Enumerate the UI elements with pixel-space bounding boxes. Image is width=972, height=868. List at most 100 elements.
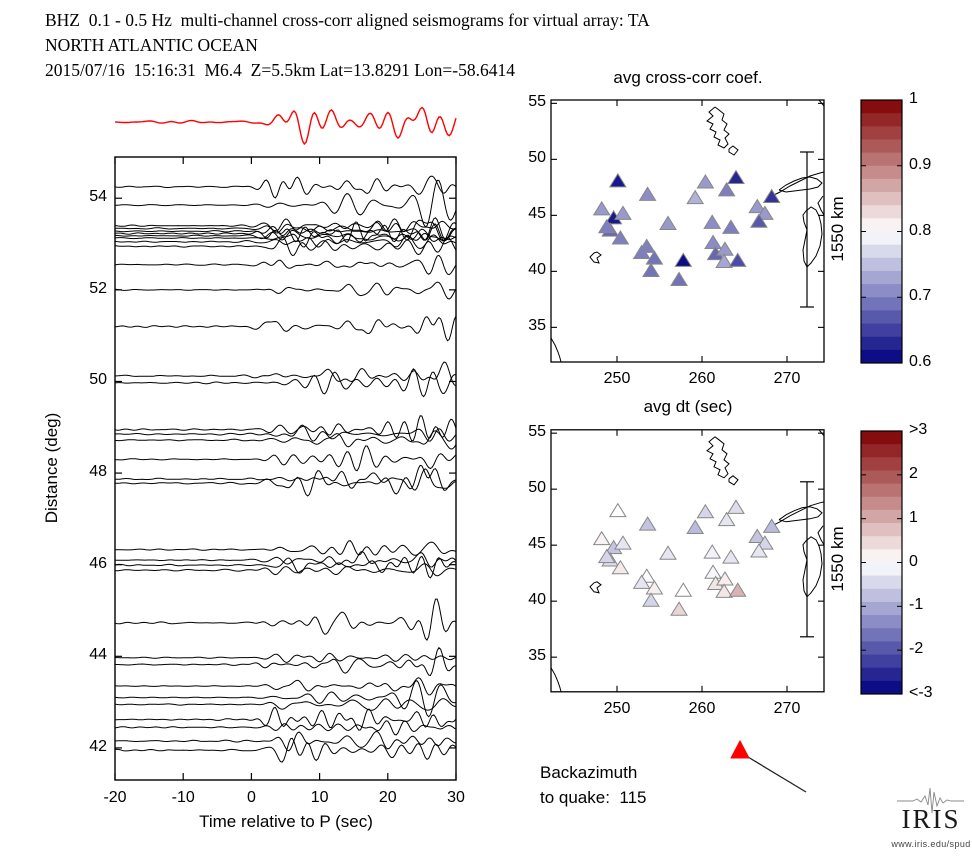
- coastline-path: [551, 667, 562, 692]
- map-y-tick-label: 45: [528, 535, 546, 553]
- station-triangle: [704, 234, 722, 249]
- colorbar-tick-label: 0: [909, 552, 918, 570]
- station-triangle: [717, 511, 736, 527]
- station-triangle: [638, 186, 657, 201]
- scalebar: [800, 481, 814, 638]
- coastline-path: [706, 106, 730, 149]
- station-triangle: [645, 580, 664, 595]
- station-triangle: [597, 548, 616, 564]
- station-triangle: [703, 214, 722, 229]
- map-top: [550, 99, 825, 363]
- station-triangle: [611, 559, 630, 575]
- seismogram-x-tick-label: 30: [447, 789, 465, 806]
- colorbar-tick-label: <-3: [909, 684, 933, 701]
- station-markers: [592, 169, 781, 286]
- seismogram-y-tick-label: 54: [89, 188, 107, 206]
- seismogram-trace: [114, 231, 457, 248]
- station-triangle: [608, 502, 627, 518]
- map-y-tick-label: 55: [528, 423, 546, 441]
- station-triangle: [659, 545, 677, 560]
- station-triangle: [645, 250, 664, 265]
- seismogram-trace: [114, 424, 457, 442]
- coastline-path: [728, 145, 739, 156]
- coastline-path: [769, 171, 824, 198]
- stack-trace: [115, 106, 457, 146]
- coastlines: [551, 100, 824, 362]
- station-triangle: [748, 198, 767, 214]
- station-triangle: [611, 230, 630, 245]
- map-x-tick-label: 260: [688, 699, 716, 717]
- colorbar-tick-label: 1: [909, 90, 918, 107]
- station-triangle: [715, 253, 733, 269]
- seismogram-trace: [114, 281, 457, 300]
- map-x-tick-label: 250: [603, 370, 631, 387]
- station-triangle: [696, 174, 715, 189]
- seismogram-trace: [114, 464, 457, 491]
- seismogram-trace: [114, 361, 457, 387]
- seismogram-trace: [114, 550, 457, 568]
- map-y-tick-label: 35: [528, 647, 546, 665]
- station-triangle: [756, 535, 774, 550]
- seismogram-panel: [114, 106, 457, 781]
- station-triangle: [670, 601, 688, 616]
- seismogram-y-tick-label: 52: [89, 279, 107, 297]
- station-triangle: [756, 205, 774, 220]
- seismogram-trace: [114, 368, 457, 398]
- station-triangle: [642, 262, 660, 277]
- station-triangle: [638, 516, 657, 531]
- seismogram-trace: [114, 219, 457, 242]
- backazimuth-label-line2: to quake: 115: [540, 788, 647, 807]
- iris-logo-url: www.iris.edu/spud: [891, 839, 971, 849]
- seismogram-x-tick-label: -20: [103, 789, 127, 806]
- seismogram-trace: [114, 430, 457, 450]
- map-y-tick-label: 50: [528, 479, 546, 497]
- map-x-tick-label: 270: [773, 370, 801, 387]
- seismogram-trace: [115, 468, 457, 497]
- station-triangle: [614, 205, 632, 220]
- seismogram-trace: [114, 679, 457, 718]
- coastline-path: [589, 581, 602, 594]
- station-triangle: [686, 189, 705, 205]
- map-y-tick-label: 40: [528, 591, 546, 609]
- coastline-path: [778, 176, 823, 193]
- coastline-path: [778, 506, 823, 523]
- map-bottom: [550, 429, 825, 693]
- seismogram-x-tick-label: -10: [171, 789, 195, 806]
- station-triangle: [674, 582, 693, 597]
- station-triangle: [704, 564, 722, 579]
- backazimuth-marker: [730, 739, 807, 793]
- seismogram-y-tick-label: 48: [89, 463, 107, 481]
- seismogram-y-tick-label: 46: [89, 554, 107, 572]
- seismogram-trace: [114, 217, 457, 241]
- map-top-colorbar: [860, 99, 903, 364]
- colorbar-tick-label: 0.7: [909, 287, 932, 305]
- station-triangle: [727, 169, 745, 185]
- station-triangle: [592, 200, 611, 216]
- colorbar-tick-label: -2: [909, 640, 924, 658]
- coastline-path: [817, 525, 824, 546]
- map-top-scalebar-label: 1550 km: [828, 196, 848, 262]
- station-triangle: [686, 519, 705, 534]
- coastline-path: [551, 337, 562, 362]
- seismogram-x-tick-label: 20: [378, 789, 397, 806]
- scalebar: [800, 151, 814, 308]
- coastline-path: [817, 195, 824, 216]
- map-axis-ticks: [551, 100, 824, 362]
- colorbar-tick-label: -1: [909, 596, 924, 614]
- map-axis-ticks: [551, 429, 824, 692]
- title-line-3: 2015/07/16 15:16:31 M6.4 Z=5.5km Lat=13.…: [45, 60, 516, 80]
- seismogram-trace: [114, 720, 457, 736]
- station-markers: [592, 499, 781, 616]
- seismogram-trace: [114, 730, 457, 752]
- colorbar-tick-label: 0.6: [909, 353, 932, 370]
- station-triangle: [642, 592, 660, 607]
- map-x-tick-label: 260: [688, 370, 716, 387]
- seismogram-trace: [114, 737, 457, 763]
- coastline-path: [802, 536, 823, 598]
- station-triangle: [715, 583, 733, 598]
- coastline-path: [706, 436, 730, 479]
- station-triangle: [670, 271, 688, 286]
- station-triangle: [727, 499, 745, 514]
- map-top-title: avg cross-corr coef.: [613, 68, 763, 87]
